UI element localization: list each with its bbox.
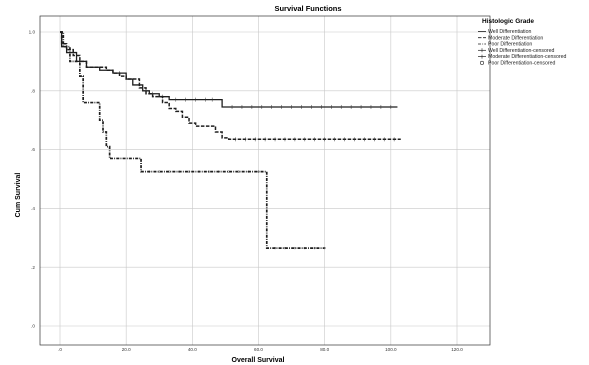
- y-tick-label: 1.0: [29, 30, 36, 35]
- legend-label: Poor Differentiation: [488, 42, 532, 48]
- y-axis-label: Cum Survival: [15, 173, 22, 218]
- censor-mark: [283, 246, 287, 250]
- censor-mark: [247, 170, 250, 173]
- legend-title: Histologic Grade: [482, 18, 534, 25]
- legend-label: Moderate Differentiation-censored: [488, 54, 566, 60]
- y-tick-label: .6: [31, 147, 35, 152]
- survival-line: [60, 31, 398, 108]
- x-tick-label: 20.0: [122, 347, 131, 352]
- plot-frame: [39, 15, 491, 346]
- censor-mark: [257, 170, 260, 173]
- series-layer: [60, 31, 401, 250]
- x-axis-label: Overall Survival: [232, 357, 285, 364]
- censor-mark: [227, 170, 230, 173]
- axis-ticks: .0 20.0 40.0 60.0 80.0 100.0 120.0 .0 .2 .4 .6 .8 1.…: [29, 30, 464, 352]
- censor-mark: [237, 170, 240, 173]
- series-moderate-differentiation: [60, 31, 401, 142]
- censor-mark: [178, 170, 181, 173]
- censor-mark: [273, 246, 277, 250]
- survival-line: [60, 31, 401, 141]
- legend-label: Well Differentiation: [488, 29, 531, 35]
- censor-mark: [303, 246, 306, 250]
- censor-mark: [187, 170, 191, 173]
- legend-label: Moderate Differentiation: [488, 35, 543, 41]
- x-tick-label: 80.0: [320, 347, 329, 352]
- censor-mark: [217, 170, 220, 173]
- survival-line: [60, 31, 325, 249]
- legend: Histologic Grade Well DifferentiationMod…: [478, 18, 566, 67]
- y-tick-label: .8: [31, 88, 35, 93]
- chart-title: Survival Functions: [274, 4, 341, 13]
- censor-mark: [148, 170, 151, 173]
- y-tick-label: .2: [31, 265, 35, 270]
- legend-item: Poor Differentiation: [478, 42, 532, 48]
- y-tick-label: .0: [31, 324, 35, 329]
- series-poor-differentiation: [60, 31, 326, 250]
- x-tick-label: 40.0: [188, 347, 197, 352]
- x-tick-label: 120.0: [451, 347, 463, 352]
- y-tick-label: .4: [31, 206, 35, 211]
- censor-mark: [313, 246, 316, 250]
- censor-mark: [197, 170, 201, 173]
- legend-item: Well Differentiation: [478, 29, 531, 35]
- censor-mark: [323, 246, 326, 250]
- legend-item: Well Differentiation-censored: [478, 48, 555, 54]
- legend-label: Poor Differentiation-censored: [488, 61, 555, 67]
- censor-mark: [207, 170, 210, 173]
- grid-lines: [40, 16, 490, 345]
- x-tick-label: .0: [58, 347, 62, 352]
- x-tick-label: 60.0: [254, 347, 263, 352]
- series-well-differentiation: [60, 31, 398, 109]
- x-tick-label: 100.0: [385, 347, 397, 352]
- legend-label: Well Differentiation-censored: [488, 48, 555, 54]
- censor-mark: [293, 246, 296, 250]
- censor-mark: [158, 170, 161, 173]
- legend-item: Moderate Differentiation: [478, 35, 543, 41]
- legend-swatch: [479, 60, 484, 65]
- censor-mark: [168, 170, 171, 173]
- legend-item: Moderate Differentiation-censored: [478, 54, 566, 60]
- legend-item: Poor Differentiation-censored: [479, 60, 555, 67]
